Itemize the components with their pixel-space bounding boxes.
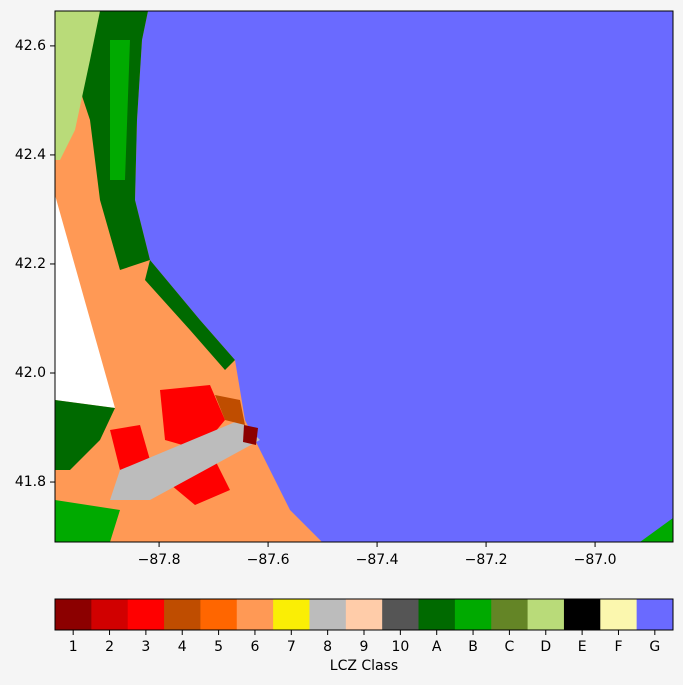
colorbar-swatch	[200, 599, 238, 630]
y-tick-label: 41.8	[15, 474, 46, 490]
map-frame	[54, 10, 674, 543]
colorbar-swatch	[418, 599, 456, 630]
green-south	[55, 500, 120, 542]
white-nodata	[55, 195, 115, 408]
x-tick-label: −87.0	[574, 552, 617, 568]
colorbar-tick-label: 9	[360, 639, 369, 655]
green-southeast	[640, 518, 673, 542]
axes: −87.8 −87.6 −87.4 −87.2 −87.0 41.8 42.0 42.2 42.…	[15, 38, 617, 568]
colorbar-tick-label: C	[505, 639, 515, 655]
colorbar-tick-label: 2	[105, 639, 114, 655]
colorbar-tick-label: F	[614, 639, 622, 655]
colorbar-swatch	[491, 599, 529, 630]
colorbar-tick-label: 10	[391, 639, 409, 655]
colorbar-label: LCZ Class	[330, 658, 398, 674]
colorbar-tick-label: D	[540, 639, 551, 655]
colorbar-swatch	[454, 599, 492, 630]
colorbar-swatch	[563, 599, 601, 630]
colorbar-swatch	[236, 599, 274, 630]
colorbar-tick-label: A	[432, 639, 442, 655]
colorbar-tick-label: 8	[323, 639, 332, 655]
grass-north	[55, 11, 100, 160]
colorbar-swatch	[345, 599, 383, 630]
colorbar-tick-label: E	[578, 639, 587, 655]
x-tick-label: −87.8	[138, 552, 181, 568]
urban-gray	[110, 420, 260, 500]
colorbar-tick-label: G	[649, 639, 660, 655]
colorbar-swatch	[309, 599, 347, 630]
colorbar-frame	[54, 598, 674, 631]
colorbar-swatch	[382, 599, 420, 630]
colorbar-tick-label: B	[468, 639, 478, 655]
colorbar-swatch	[600, 599, 638, 630]
y-tick-label: 42.4	[15, 147, 46, 163]
urban-red-3	[110, 425, 150, 470]
colorbar-tick-label: 6	[250, 639, 259, 655]
colorbar-swatch	[91, 599, 129, 630]
colorbar-swatch	[55, 599, 92, 630]
colorbar-swatch	[164, 599, 201, 630]
x-tick-label: −87.4	[356, 552, 399, 568]
coast-forest	[145, 260, 235, 370]
downtown-1	[243, 425, 258, 445]
colorbar-swatch	[127, 599, 165, 630]
colorbar-tick-label: 7	[287, 639, 296, 655]
colorbar-tick-label: 4	[178, 639, 187, 655]
colorbar: 1 2 3 4 5 6 7 8 9 10 A B C D E F G	[54, 598, 674, 655]
colorbar-swatch	[273, 599, 310, 630]
colorbar-swatch	[527, 599, 565, 630]
y-tick-label: 42.0	[15, 365, 46, 381]
x-tick-label: −87.2	[465, 552, 508, 568]
x-tick-label: −87.6	[247, 552, 290, 568]
downtown-4	[215, 395, 245, 425]
colorbar-swatch	[636, 599, 674, 630]
colorbar-tick-label: 1	[69, 639, 78, 655]
y-tick-label: 42.6	[15, 38, 46, 54]
forest-west	[55, 400, 115, 470]
colorbar-tick-label: 5	[214, 639, 223, 655]
y-tick-label: 42.2	[15, 256, 46, 272]
map-raster	[54, 10, 674, 543]
colorbar-tick-label: 3	[141, 639, 150, 655]
green-strip	[110, 40, 130, 180]
